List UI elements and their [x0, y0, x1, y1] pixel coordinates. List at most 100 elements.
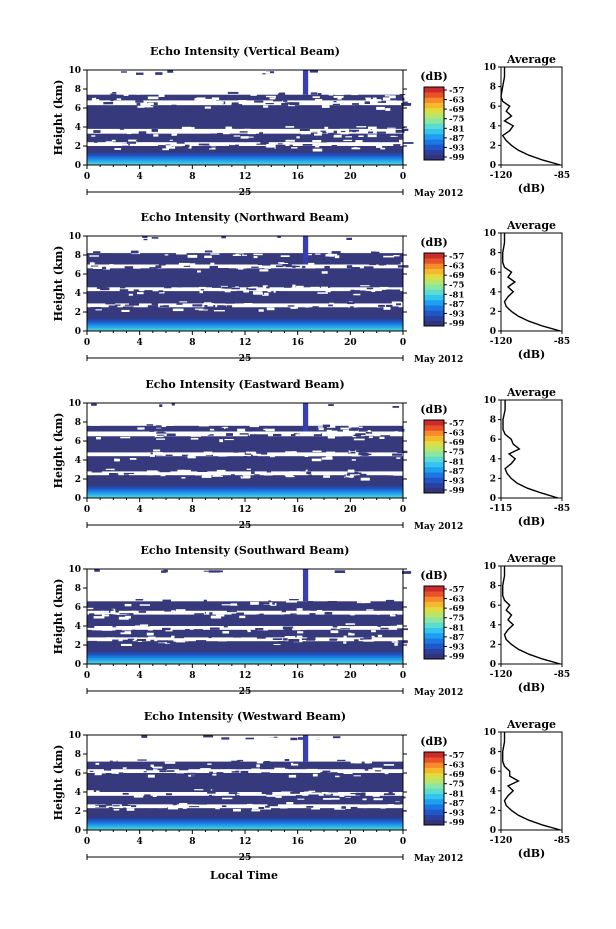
speckle: [292, 451, 297, 454]
speckle: [284, 142, 290, 144]
colorbar-tick-label: -99: [449, 652, 464, 662]
speckle: [310, 131, 320, 133]
speckle: [134, 290, 140, 294]
speckle: [345, 797, 352, 800]
speckle: [187, 254, 198, 258]
x-tick-label: 0: [84, 671, 90, 681]
speckle: [205, 306, 215, 310]
speckle: [123, 306, 134, 309]
speckle: [244, 303, 253, 306]
avg-x-label: (dB): [518, 515, 545, 528]
speckle: [210, 253, 220, 255]
speckle: [295, 434, 302, 436]
colorbar-segment: [424, 591, 444, 597]
speckle: [126, 808, 135, 811]
speckle: [302, 144, 313, 146]
speckle: [199, 805, 206, 808]
speckle: [232, 254, 242, 256]
speckle: [136, 139, 146, 142]
speckle: [205, 454, 213, 456]
speckle: [114, 775, 120, 778]
speckle: [339, 794, 345, 797]
speckle: [87, 625, 95, 628]
speckle: [210, 615, 222, 619]
speckle: [275, 768, 282, 771]
speckle: [197, 270, 201, 273]
speckle: [237, 428, 246, 432]
speckle: [175, 135, 180, 139]
speckle: [388, 797, 395, 800]
y-axis-label: Height (km): [52, 413, 65, 489]
speckle: [101, 628, 112, 631]
speckle: [108, 134, 114, 138]
speckle: [310, 286, 320, 290]
speckle: [352, 473, 357, 476]
speckle: [103, 255, 112, 258]
speckle: [396, 301, 407, 305]
speckle: [367, 134, 377, 138]
speckle: [396, 805, 403, 807]
x-tick-label: 8: [189, 338, 195, 348]
speckle: [352, 435, 357, 438]
speckle: [391, 641, 398, 643]
no-echo-gap: [87, 610, 403, 615]
low-echo-band: [87, 317, 403, 331]
speckle: [158, 266, 165, 269]
x-tick-label: 12: [239, 671, 252, 681]
x-tick-label: 0: [84, 172, 90, 182]
speckle: [210, 627, 220, 630]
speckle: [135, 599, 144, 601]
speckle: [218, 470, 224, 473]
speckle: [226, 433, 233, 436]
speckle: [289, 770, 296, 772]
y-tick-label: 0: [75, 327, 81, 337]
speckle: [321, 271, 328, 274]
speckle: [133, 794, 144, 798]
speckle: [122, 767, 127, 769]
speckle: [221, 286, 232, 289]
speckle: [200, 289, 205, 291]
speckle: [343, 641, 347, 644]
speckle: [396, 457, 401, 459]
speckle: [266, 307, 275, 311]
speckle: [332, 625, 338, 628]
speckle: [339, 128, 350, 132]
speckle: [204, 106, 211, 109]
speckle: [356, 404, 362, 406]
speckle: [184, 453, 188, 455]
speckle: [194, 613, 204, 615]
speckle: [270, 456, 275, 458]
speckle: [164, 285, 172, 289]
speckle: [350, 612, 355, 616]
speckle: [198, 143, 210, 146]
speckle: [194, 308, 204, 310]
speckle: [350, 793, 358, 795]
speckle: [164, 609, 171, 612]
y-tick-label: 6: [75, 104, 81, 114]
speckle: [296, 635, 303, 638]
speckle: [127, 131, 132, 135]
speckle: [340, 309, 351, 311]
speckle: [330, 630, 339, 634]
colorbar-tick-label: -57: [449, 419, 464, 429]
speckle: [91, 628, 99, 631]
speckle: [211, 405, 216, 408]
speckle: [117, 309, 124, 313]
x-tick-label: 20: [344, 505, 357, 515]
speckle: [297, 798, 305, 800]
speckle: [401, 128, 409, 131]
no-echo-gap: [87, 100, 403, 106]
speckle: [366, 609, 374, 611]
speckle: [352, 130, 357, 133]
speckle: [89, 262, 95, 266]
speckle: [350, 306, 354, 308]
speckle: [288, 762, 295, 764]
speckle: [176, 292, 188, 295]
speckle: [246, 766, 254, 768]
colorbar-tick-label: -87: [449, 467, 464, 477]
speckle: [155, 642, 166, 644]
avg-frame: [500, 565, 563, 665]
speckle: [185, 97, 192, 100]
speckle: [142, 236, 148, 238]
speckle: [111, 454, 123, 456]
